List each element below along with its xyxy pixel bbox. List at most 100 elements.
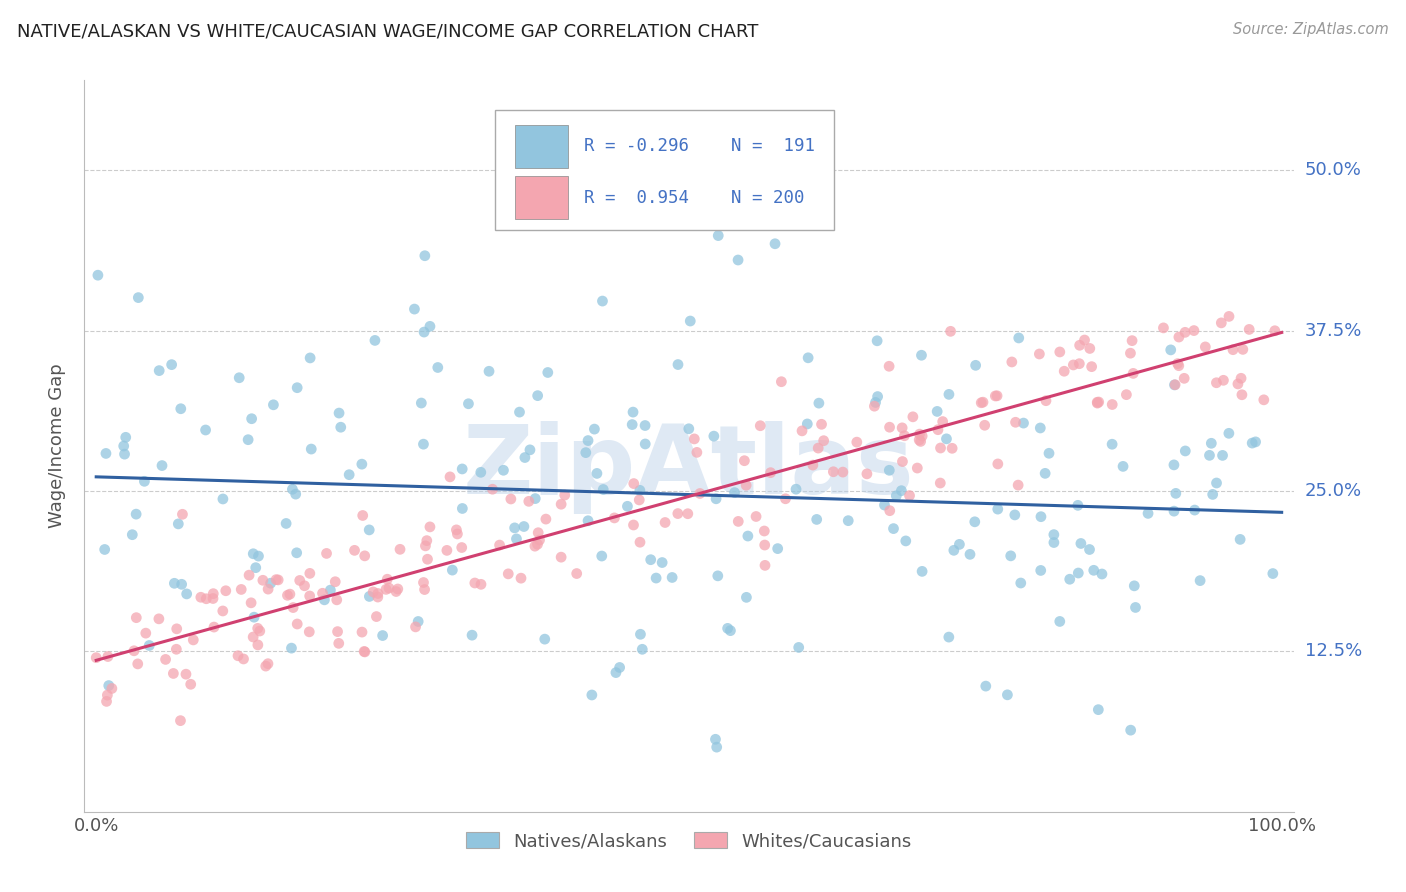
- Point: [775, 491, 797, 506]
- Point: [170, 401, 193, 416]
- Point: [754, 558, 776, 573]
- Point: [810, 417, 832, 432]
- Point: [972, 395, 994, 409]
- Point: [823, 465, 845, 479]
- Point: [298, 566, 321, 581]
- Point: [1123, 579, 1146, 593]
- Point: [96, 694, 118, 708]
- Point: [201, 591, 224, 606]
- Point: [97, 649, 120, 664]
- Point: [723, 485, 745, 500]
- Point: [720, 624, 742, 638]
- Point: [661, 570, 683, 584]
- Point: [884, 489, 907, 503]
- Point: [361, 585, 384, 599]
- Point: [605, 665, 627, 680]
- Point: [628, 492, 651, 507]
- Point: [451, 462, 474, 476]
- Point: [1010, 576, 1032, 591]
- Point: [464, 576, 486, 591]
- Point: [315, 546, 337, 560]
- Point: [941, 442, 963, 456]
- Point: [987, 457, 1010, 471]
- Point: [987, 502, 1010, 516]
- Point: [575, 445, 598, 459]
- Point: [526, 389, 548, 403]
- Point: [1229, 533, 1251, 547]
- Point: [457, 397, 479, 411]
- Point: [1163, 377, 1185, 392]
- Point: [87, 268, 110, 283]
- Point: [492, 463, 515, 477]
- Point: [1029, 564, 1052, 578]
- Point: [413, 325, 436, 339]
- Point: [591, 294, 613, 309]
- Point: [1004, 415, 1026, 429]
- Point: [1073, 333, 1095, 347]
- Point: [1122, 367, 1144, 381]
- Point: [877, 359, 900, 374]
- Point: [533, 632, 555, 647]
- Point: [1083, 563, 1105, 577]
- Point: [1028, 347, 1050, 361]
- Point: [965, 359, 987, 373]
- Point: [150, 458, 173, 473]
- Point: [112, 439, 135, 453]
- Point: [703, 429, 725, 443]
- Point: [737, 529, 759, 543]
- Point: [770, 375, 793, 389]
- Point: [1167, 357, 1189, 371]
- Legend: Natives/Alaskans, Whites/Caucasians: Natives/Alaskans, Whites/Caucasians: [460, 825, 918, 857]
- Point: [125, 610, 148, 624]
- Point: [513, 450, 536, 465]
- Point: [576, 514, 599, 528]
- Point: [180, 677, 202, 691]
- Point: [807, 441, 830, 455]
- Point: [505, 532, 527, 546]
- Point: [288, 574, 311, 588]
- Point: [634, 418, 657, 433]
- Point: [264, 573, 287, 587]
- Point: [276, 516, 298, 531]
- Point: [806, 512, 828, 526]
- Point: [1167, 330, 1189, 344]
- Text: NATIVE/ALASKAN VS WHITE/CAUCASIAN WAGE/INCOME GAP CORRELATION CHART: NATIVE/ALASKAN VS WHITE/CAUCASIAN WAGE/I…: [17, 22, 758, 40]
- Point: [367, 590, 389, 604]
- Point: [436, 543, 458, 558]
- Point: [1201, 436, 1223, 450]
- Point: [284, 487, 307, 501]
- Point: [496, 566, 519, 581]
- Point: [236, 433, 259, 447]
- FancyBboxPatch shape: [515, 176, 568, 219]
- Point: [405, 620, 427, 634]
- Point: [249, 624, 271, 638]
- Point: [616, 500, 638, 514]
- Point: [240, 596, 263, 610]
- Point: [707, 228, 730, 243]
- Point: [623, 518, 645, 533]
- Point: [529, 533, 551, 547]
- Point: [1033, 467, 1056, 481]
- Point: [727, 515, 749, 529]
- Point: [121, 527, 143, 541]
- Point: [1205, 475, 1227, 490]
- Point: [84, 650, 107, 665]
- Point: [583, 422, 606, 436]
- Point: [631, 642, 654, 657]
- Point: [446, 527, 468, 541]
- Point: [997, 688, 1019, 702]
- Point: [1194, 340, 1216, 354]
- Point: [285, 381, 308, 395]
- Point: [419, 319, 441, 334]
- Point: [276, 588, 298, 602]
- Point: [1043, 535, 1066, 549]
- Point: [127, 291, 149, 305]
- Point: [375, 572, 398, 586]
- Point: [148, 612, 170, 626]
- Point: [931, 415, 953, 429]
- Point: [1080, 359, 1102, 374]
- Point: [1112, 459, 1135, 474]
- Point: [446, 523, 468, 537]
- Point: [328, 636, 350, 650]
- Point: [519, 442, 541, 457]
